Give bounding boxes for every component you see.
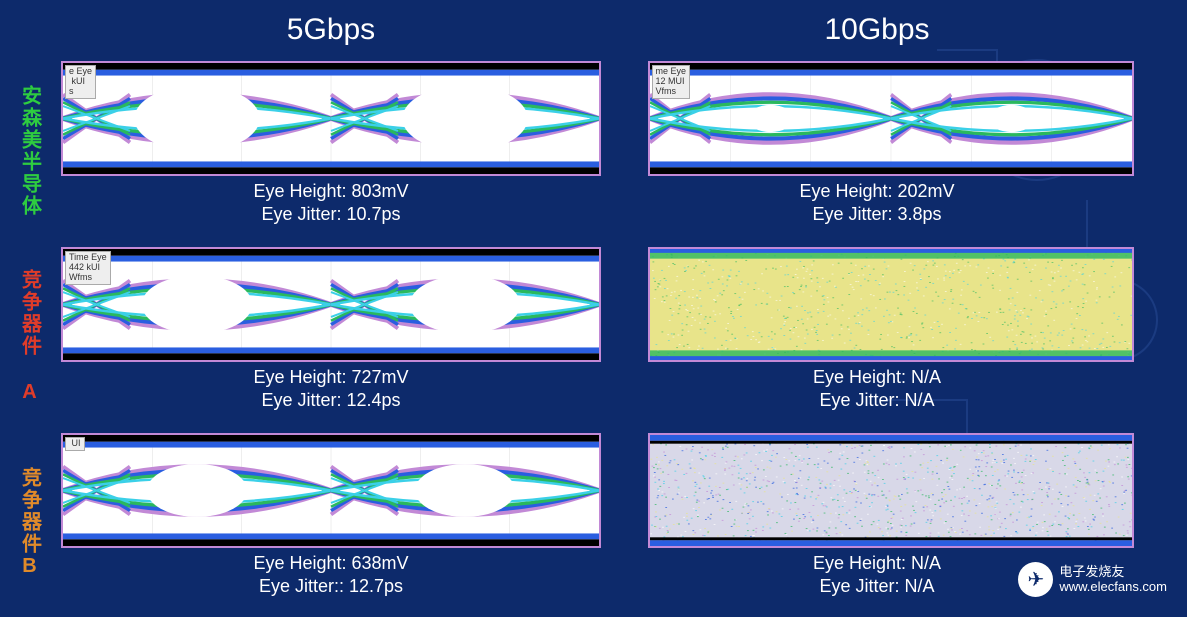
row-label-compA: 竞争器件 A — [5, 247, 55, 427]
eye-height-value: Eye Height: N/A — [813, 366, 941, 389]
eye-jitter-value: Eye Jitter: 12.4ps — [253, 389, 408, 412]
eye-diagram-compB-10g — [648, 433, 1134, 548]
metrics-compA-5g: Eye Height: 727mV Eye Jitter: 12.4ps — [253, 366, 408, 413]
metrics-compB-10g: Eye Height: N/A Eye Jitter: N/A — [813, 552, 941, 599]
eye-height-value: Eye Height: N/A — [813, 552, 941, 575]
row-label-compB: 竞争器件B — [5, 433, 55, 613]
logo-url: www.elecfans.com — [1059, 580, 1167, 594]
cell-compB-5g: UI Eye Height: 638mV Eye Jitter:: 12.7ps — [61, 433, 601, 613]
cell-compA-5g: Time Eye 442 kUI Wfms Eye Height: 727mV … — [61, 247, 601, 427]
eye-jitter-value: Eye Jitter: N/A — [813, 389, 941, 412]
eye-height-value: Eye Height: 803mV — [253, 180, 408, 203]
col-header-10gbps: 10Gbps — [607, 13, 1147, 47]
col-header-5gbps: 5Gbps — [61, 13, 601, 47]
eye-diagram-compA-5g: Time Eye 442 kUI Wfms — [61, 247, 601, 362]
eye-jitter-value: Eye Jitter: N/A — [813, 575, 941, 598]
eye-height-value: Eye Height: 638mV — [253, 552, 408, 575]
row-label-onsemi: 安森美半导体 — [5, 61, 55, 241]
cell-onsemi-10g: me Eye 12 MUI Vfms Eye Height: 202mV Eye… — [607, 61, 1147, 241]
metrics-onsemi-10g: Eye Height: 202mV Eye Jitter: 3.8ps — [799, 180, 954, 227]
comparison-grid: 5Gbps 10Gbps 安森美半导体 e Eye kUI s Eye Heig… — [0, 0, 1187, 613]
eye-diagram-compA-10g — [648, 247, 1134, 362]
scope-tag: UI — [65, 437, 85, 451]
eye-height-value: Eye Height: 727mV — [253, 366, 408, 389]
scope-tag: me Eye 12 MUI Vfms — [652, 65, 691, 99]
logo-icon: ✈ — [1018, 562, 1053, 597]
eye-diagram-compB-5g: UI — [61, 433, 601, 548]
elecfans-logo: ✈ 电子发烧友 www.elecfans.com — [1018, 562, 1167, 597]
eye-diagram-onsemi-5g: e Eye kUI s — [61, 61, 601, 176]
logo-label: 电子发烧友 — [1059, 565, 1167, 579]
eye-jitter-value: Eye Jitter:: 12.7ps — [253, 575, 408, 598]
scope-tag: e Eye kUI s — [65, 65, 96, 99]
eye-height-value: Eye Height: 202mV — [799, 180, 954, 203]
eye-jitter-value: Eye Jitter: 10.7ps — [253, 203, 408, 226]
eye-diagram-onsemi-10g: me Eye 12 MUI Vfms — [648, 61, 1134, 176]
eye-jitter-value: Eye Jitter: 3.8ps — [799, 203, 954, 226]
cell-compA-10g: Eye Height: N/A Eye Jitter: N/A — [607, 247, 1147, 427]
metrics-compB-5g: Eye Height: 638mV Eye Jitter:: 12.7ps — [253, 552, 408, 599]
metrics-compA-10g: Eye Height: N/A Eye Jitter: N/A — [813, 366, 941, 413]
cell-onsemi-5g: e Eye kUI s Eye Height: 803mV Eye Jitter… — [61, 61, 601, 241]
metrics-onsemi-5g: Eye Height: 803mV Eye Jitter: 10.7ps — [253, 180, 408, 227]
scope-tag: Time Eye 442 kUI Wfms — [65, 251, 111, 285]
